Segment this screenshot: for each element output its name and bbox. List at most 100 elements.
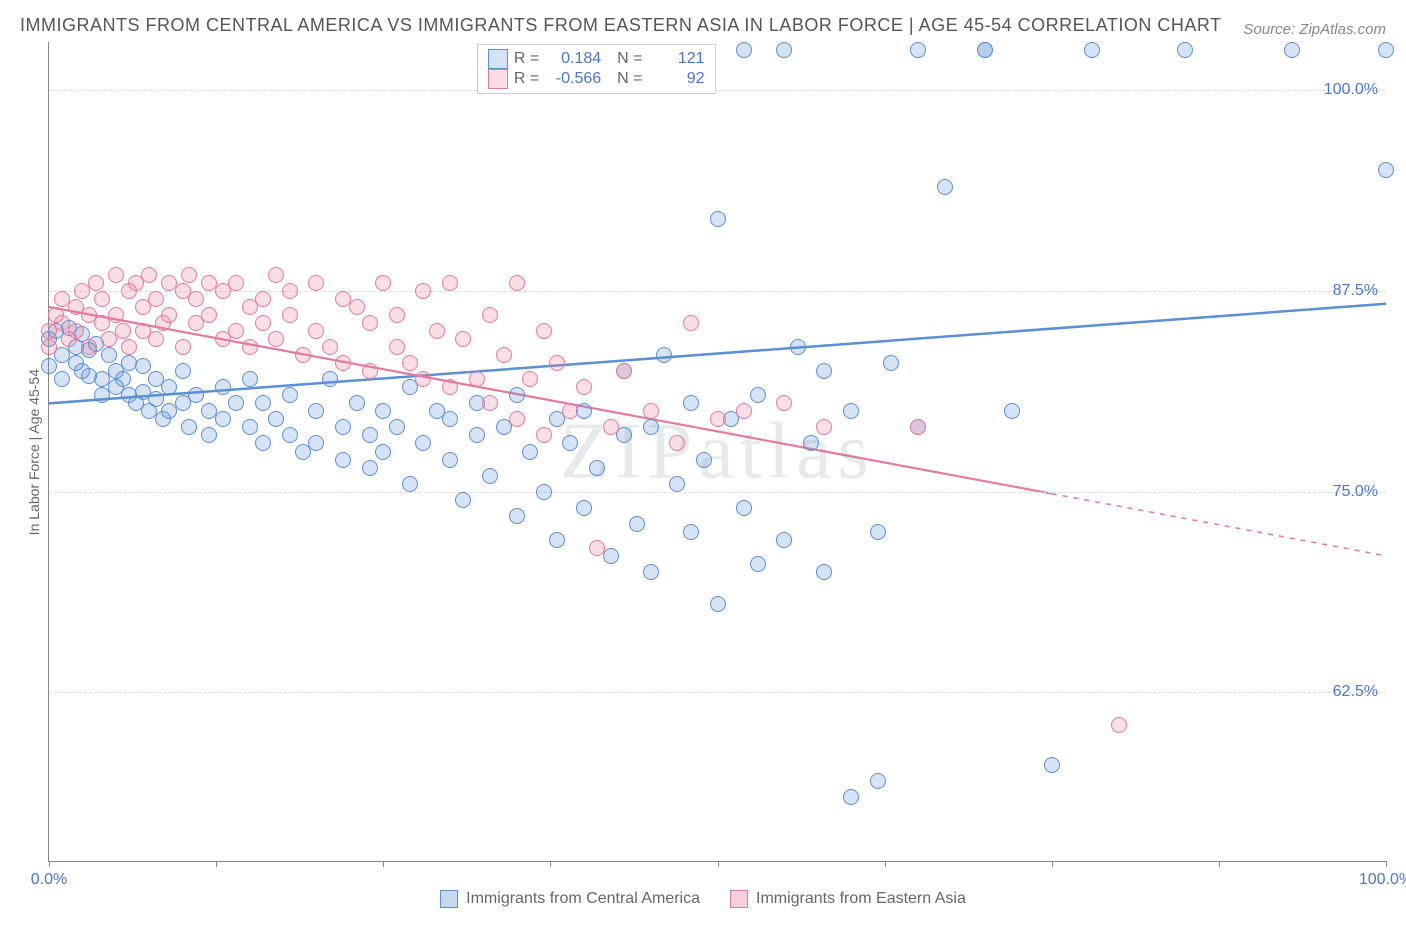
stats-legend-row: R =-0.566N =92 [488,69,705,89]
data-point [282,307,298,323]
data-point [977,42,993,58]
data-point [870,524,886,540]
data-point [1284,42,1300,58]
data-point [242,339,258,355]
data-point [242,371,258,387]
data-point [389,339,405,355]
x-tick [216,861,217,867]
data-point [362,363,378,379]
data-point [509,411,525,427]
data-point [455,331,471,347]
trend-line-extrapolated [1052,494,1386,556]
gridline-h [49,492,1386,493]
data-point [883,355,899,371]
data-point [1378,162,1394,178]
data-point [1044,757,1060,773]
data-point [509,387,525,403]
data-point [161,379,177,395]
data-point [643,403,659,419]
data-point [522,371,538,387]
data-point [201,307,217,323]
data-point [937,179,953,195]
data-point [161,307,177,323]
data-point [616,363,632,379]
r-value: 0.184 [545,50,601,68]
data-point [683,315,699,331]
stats-legend: R = 0.184 N = 121R =-0.566N =92 [477,44,716,94]
data-point [576,500,592,516]
data-point [776,395,792,411]
data-point [816,564,832,580]
data-point [88,275,104,291]
data-point [643,564,659,580]
data-point [101,347,117,363]
data-point [482,307,498,323]
data-point [188,387,204,403]
data-point [148,391,164,407]
data-point [375,403,391,419]
data-point [710,596,726,612]
data-point [175,363,191,379]
data-point [308,403,324,419]
data-point [1084,42,1100,58]
data-point [522,444,538,460]
data-point [736,42,752,58]
data-point [175,339,191,355]
data-point [228,275,244,291]
data-point [776,532,792,548]
data-point [910,42,926,58]
n-value: 121 [649,50,705,68]
data-point [141,267,157,283]
data-point [201,427,217,443]
data-point [843,403,859,419]
data-point [710,211,726,227]
data-point [228,395,244,411]
legend-swatch [488,69,508,89]
data-point [282,427,298,443]
data-point [643,419,659,435]
r-label: R = [514,50,539,68]
data-point [349,395,365,411]
data-point [81,339,97,355]
data-point [750,387,766,403]
x-tick [885,861,886,867]
data-point [1111,717,1127,733]
plot-area: ZIPatlas R =0.184N =121R =-0.566N =92 62… [48,42,1386,862]
x-tick [1219,861,1220,867]
data-point [375,444,391,460]
data-point [255,315,271,331]
data-point [308,435,324,451]
data-point [282,283,298,299]
n-value: 92 [649,70,705,88]
chart-title: IMMIGRANTS FROM CENTRAL AMERICA VS IMMIG… [20,12,1386,39]
bottom-legend: Immigrants from Central AmericaImmigrant… [20,890,1386,908]
chart-container: In Labor Force | Age 45-54 ZIPatlas R =0… [20,42,1386,862]
n-label: N = [617,50,642,68]
data-point [308,323,324,339]
data-point [576,379,592,395]
data-point [362,427,378,443]
data-point [683,524,699,540]
x-tick [1386,861,1387,867]
data-point [295,347,311,363]
data-point [362,460,378,476]
data-point [696,452,712,468]
legend-swatch [440,890,458,908]
data-point [402,355,418,371]
source-name: ZipAtlas.com [1299,21,1386,38]
r-label: R = [514,70,539,88]
data-point [549,532,565,548]
data-point [870,773,886,789]
data-point [536,323,552,339]
data-point [656,347,672,363]
data-point [1177,42,1193,58]
data-point [135,358,151,374]
data-point [375,275,391,291]
y-tick-label: 87.5% [1333,282,1378,300]
data-point [629,516,645,532]
data-point [562,435,578,451]
data-point [115,323,131,339]
data-point [148,331,164,347]
data-point [549,355,565,371]
gridline-h [49,90,1386,91]
